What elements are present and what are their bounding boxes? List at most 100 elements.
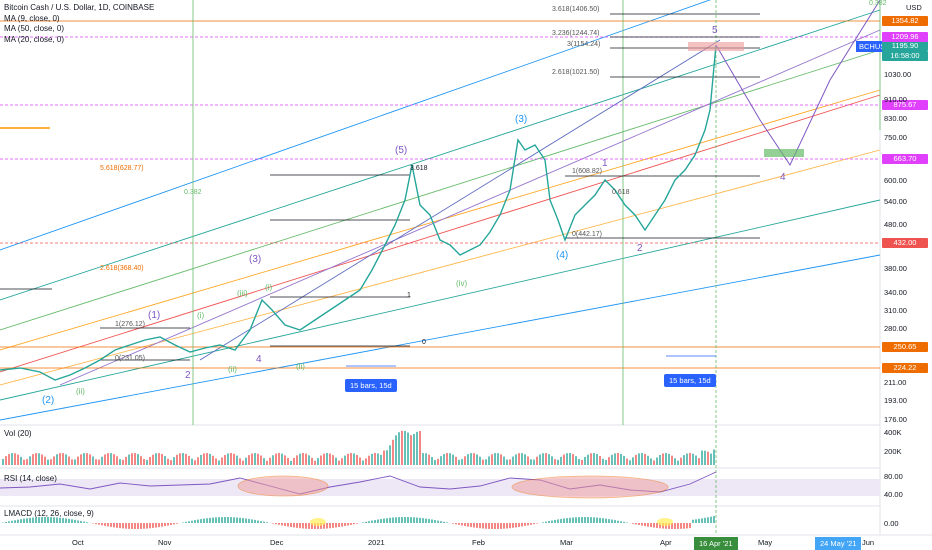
macd-bar bbox=[257, 520, 259, 523]
macd-bar bbox=[497, 523, 499, 529]
macd-bar bbox=[95, 523, 97, 525]
volume-bar bbox=[299, 453, 301, 465]
macd-bar bbox=[185, 521, 187, 523]
macd-bar bbox=[563, 518, 565, 523]
volume-bar bbox=[107, 453, 109, 465]
volume-bar bbox=[422, 453, 424, 465]
volume-bar bbox=[611, 454, 613, 465]
macd-bar bbox=[200, 519, 202, 523]
macd-bar bbox=[545, 521, 547, 523]
countdown-tag: 16:58:00 bbox=[882, 51, 928, 61]
volume-bar bbox=[650, 458, 652, 465]
macd-bar bbox=[416, 517, 418, 523]
rsi-pane-label[interactable]: RSI (14, close) bbox=[4, 474, 57, 483]
volume-bar bbox=[8, 454, 10, 465]
volume-bar bbox=[308, 455, 310, 465]
volume-bar bbox=[83, 453, 85, 465]
ma9-label[interactable]: MA (9, close, 0) bbox=[4, 13, 60, 23]
volume-bar bbox=[236, 455, 238, 465]
price-series-line bbox=[0, 44, 717, 381]
macd-bar bbox=[371, 520, 373, 523]
macd-bar bbox=[473, 523, 475, 528]
volume-bar bbox=[68, 456, 70, 465]
macd-bar bbox=[434, 520, 436, 523]
volume-bar bbox=[227, 453, 229, 465]
macd-bar bbox=[353, 523, 355, 525]
volume-bar bbox=[53, 456, 55, 465]
macd-bar bbox=[143, 523, 145, 529]
wave-label: (ii) bbox=[228, 365, 237, 374]
macd-bar bbox=[266, 522, 268, 523]
fib-label: 2.618(368.40) bbox=[100, 265, 144, 272]
macd-bar bbox=[572, 517, 574, 523]
wave-label: (1) bbox=[148, 310, 160, 321]
volume-bar bbox=[659, 455, 661, 465]
macd-bar bbox=[176, 523, 178, 524]
volume-bar bbox=[491, 454, 493, 465]
volume-bar bbox=[50, 459, 52, 465]
macd-bar bbox=[251, 519, 253, 523]
macd-bar bbox=[125, 523, 127, 529]
macd-bar bbox=[71, 519, 73, 523]
volume-bar bbox=[332, 455, 334, 465]
price-axis-tick: 830.00 bbox=[884, 114, 907, 123]
wave-label: 2 bbox=[637, 243, 643, 254]
volume-bar bbox=[392, 439, 394, 465]
volume-bar bbox=[74, 459, 76, 465]
volume-bar bbox=[374, 453, 376, 465]
volume-bar bbox=[110, 453, 112, 465]
volume-bar bbox=[386, 450, 388, 465]
macd-bar bbox=[389, 517, 391, 523]
volume-bar bbox=[542, 453, 544, 465]
ma20-label[interactable]: MA (20, close, 0) bbox=[4, 34, 65, 44]
macd-bar bbox=[356, 523, 358, 524]
macd-bar bbox=[68, 518, 70, 523]
volume-bar bbox=[290, 460, 292, 465]
macd-bar bbox=[683, 523, 685, 529]
macd-bar bbox=[575, 517, 577, 523]
macd-bar bbox=[476, 523, 478, 528]
fib-label: 1(276.12) bbox=[115, 321, 145, 328]
volume-bar bbox=[200, 454, 202, 465]
macd-bar bbox=[500, 523, 502, 529]
volume-bar bbox=[344, 455, 346, 465]
volume-bar bbox=[635, 454, 637, 465]
volume-bar bbox=[293, 457, 295, 465]
lmacd-pane-label[interactable]: LMACD (12, 26, close, 9) bbox=[4, 509, 94, 518]
macd-bar bbox=[533, 523, 535, 525]
volume-bar bbox=[593, 453, 595, 465]
volume-pane-label[interactable]: Vol (20) bbox=[4, 429, 32, 438]
fib-label: 1 bbox=[407, 292, 411, 299]
macd-bar bbox=[23, 518, 25, 523]
macd-bar bbox=[668, 523, 670, 529]
volume-bar bbox=[254, 453, 256, 465]
volume-bar bbox=[215, 458, 217, 465]
macd-bar bbox=[452, 523, 454, 524]
volume-bar bbox=[176, 454, 178, 465]
macd-bar bbox=[518, 523, 520, 527]
macd-bar bbox=[74, 519, 76, 523]
volume-bar bbox=[47, 459, 49, 465]
ma50-label[interactable]: MA (50, close, 0) bbox=[4, 24, 65, 33]
macd-bar bbox=[659, 523, 661, 529]
volume-bar bbox=[455, 456, 457, 465]
macd-bar bbox=[392, 517, 394, 523]
macd-bar bbox=[494, 523, 496, 529]
volume-bar bbox=[224, 455, 226, 465]
volume-bar bbox=[473, 453, 475, 465]
macd-bar bbox=[161, 523, 163, 527]
fib-label: 0(231.05) bbox=[115, 355, 145, 362]
last-price-tag: 1195.90 bbox=[882, 41, 928, 51]
volume-bar bbox=[566, 453, 568, 465]
volume-bar bbox=[527, 456, 529, 465]
macd-bar bbox=[569, 517, 571, 523]
wave-label: (ii) bbox=[76, 387, 85, 396]
volume-bar bbox=[260, 455, 262, 465]
price-axis-tick: 280.00 bbox=[884, 324, 907, 333]
volume-bar bbox=[269, 457, 271, 465]
price-axis-tick: 1030.00 bbox=[884, 70, 912, 79]
volume-bar bbox=[398, 432, 400, 465]
macd-bar bbox=[368, 521, 370, 523]
macd-bar bbox=[404, 517, 406, 523]
